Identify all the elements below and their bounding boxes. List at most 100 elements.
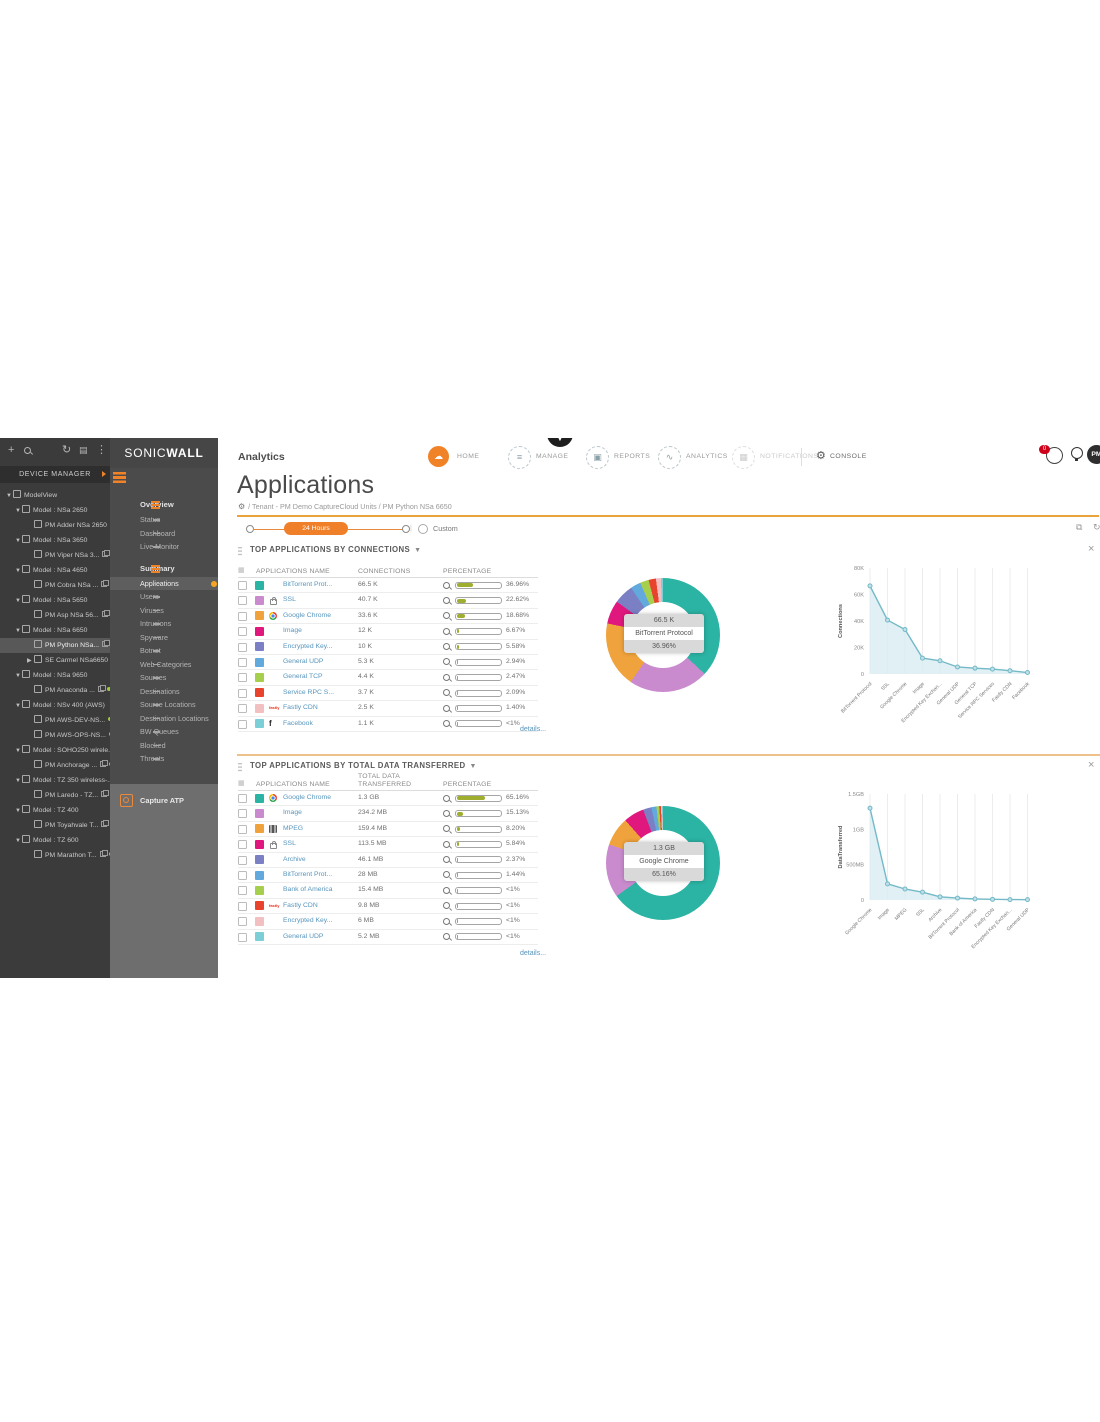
section-title[interactable]: TOP APPLICATIONS BY TOTAL DATA TRANSFERR…	[250, 761, 477, 770]
data-donut-chart[interactable]: 1.3 GB Google Chrome 65.16%	[606, 806, 720, 920]
row-checkbox[interactable]	[238, 901, 247, 911]
tab-console[interactable]: CONSOLE	[830, 453, 867, 460]
sidebar-item-applications[interactable]: Applications	[110, 576, 218, 590]
app-name-link[interactable]: Google Chrome	[283, 794, 331, 801]
app-name-link[interactable]: BitTorrent Prot...	[283, 870, 333, 878]
tab-reports[interactable]: REPORTS	[614, 453, 651, 460]
tree-item[interactable]: ▼ Model : TZ 350 wireless-...	[0, 773, 113, 788]
export-icon[interactable]: ⧉	[1076, 522, 1083, 532]
row-checkbox[interactable]	[238, 809, 247, 819]
sidebar-item-sources[interactable]: Sources	[110, 671, 218, 685]
app-name-link[interactable]: BitTorrent Prot...	[283, 581, 333, 588]
nav-group-summary[interactable]: Summary	[110, 560, 218, 577]
app-name-link[interactable]: Encrypted Key...	[283, 917, 333, 925]
nav-group-overview[interactable]: Overview	[110, 496, 218, 513]
sidebar-item-blocked[interactable]: Blocked	[110, 739, 218, 753]
magnifier-icon[interactable]	[443, 917, 450, 925]
col-header-percentage[interactable]: PERCENTAGE	[443, 780, 492, 788]
drag-handle-icon[interactable]	[238, 546, 242, 556]
tab-manage[interactable]: MANAGE	[536, 453, 569, 460]
tab-notifications-icon[interactable]: ▦	[732, 446, 755, 469]
col-header-value[interactable]: CONNECTIONS	[358, 567, 411, 575]
magnifier-icon[interactable]	[443, 704, 450, 712]
tree-item[interactable]: ▼ Model : NSa 4650	[0, 563, 110, 578]
magnifier-icon[interactable]	[443, 612, 450, 620]
collapse-icon[interactable]: ▶	[27, 658, 32, 664]
sidebar-item-capture-atp[interactable]: Capture ATP	[110, 784, 218, 978]
sidebar-item-status[interactable]: Status	[140, 515, 161, 524]
app-name-link[interactable]: Fastly CDN	[283, 704, 318, 712]
tree-item[interactable]: PM Toyahvale T...	[0, 818, 115, 833]
select-all-icon[interactable]: ▦	[238, 567, 245, 574]
col-header-value[interactable]: TOTAL DATA TRANSFERRED	[358, 773, 412, 788]
tree-item[interactable]: ▼ Model : NSa 6650	[0, 623, 110, 638]
details-link[interactable]: details...	[520, 950, 547, 957]
expand-icon[interactable]: ▼	[15, 598, 21, 604]
tab-home[interactable]: HOME	[457, 453, 480, 460]
tree-item[interactable]: PM Laredo - TZ...	[0, 788, 115, 803]
refresh-icon[interactable]: ↻	[1093, 522, 1100, 532]
device-manager-header[interactable]: DEVICE MANAGER	[0, 466, 110, 483]
row-checkbox[interactable]	[238, 794, 247, 803]
tab-home-icon[interactable]: ☁	[428, 446, 449, 467]
expand-icon[interactable]: ▼	[15, 538, 21, 544]
select-all-icon[interactable]: ▦	[238, 780, 245, 787]
row-checkbox[interactable]	[238, 642, 247, 652]
row-checkbox[interactable]	[238, 719, 247, 729]
magnifier-icon[interactable]	[443, 689, 450, 697]
tree-item[interactable]: ▼ Model : NSv 400 (AWS)	[0, 698, 110, 713]
app-name-link[interactable]: Facebook	[283, 719, 313, 727]
row-checkbox[interactable]	[238, 581, 247, 590]
app-name-link[interactable]: MPEG	[283, 824, 304, 832]
magnifier-icon[interactable]	[443, 809, 450, 817]
magnifier-icon[interactable]	[443, 720, 450, 728]
tree-item[interactable]: PM Python NSa...	[0, 638, 116, 653]
app-name-link[interactable]: Archive	[283, 855, 306, 863]
col-header-name[interactable]: APPLICATIONS NAME	[256, 567, 330, 575]
tab-analytics-icon[interactable]: ∿	[658, 446, 681, 469]
sidebar-item-destination-locations[interactable]: Destination Locations	[140, 713, 209, 723]
sidebar-item-viruses[interactable]: Viruses	[140, 605, 164, 615]
tree-item[interactable]: ▼ Model : NSa 5650	[0, 593, 110, 608]
refresh-icon[interactable]: ↻	[62, 444, 72, 456]
magnifier-icon[interactable]	[443, 627, 450, 635]
search-icon[interactable]	[24, 445, 33, 457]
sidebar-item-intrusions[interactable]: Intrusions	[110, 617, 218, 631]
tree-item[interactable]: ▼ Model : NSa 2650	[0, 503, 110, 518]
row-checkbox[interactable]	[238, 627, 247, 637]
nav-collapse-tab[interactable]: ▼	[547, 438, 573, 447]
col-header-percentage[interactable]: PERCENTAGE	[443, 567, 492, 575]
magnifier-icon[interactable]	[443, 933, 450, 941]
magnifier-icon[interactable]	[443, 825, 450, 833]
console-gear-icon[interactable]: ⚙	[816, 450, 826, 462]
app-name-link[interactable]: General TCP	[283, 673, 323, 681]
magnifier-icon[interactable]	[443, 902, 450, 910]
close-icon[interactable]: ×	[1088, 759, 1095, 771]
row-checkbox[interactable]	[238, 688, 247, 698]
sidebar-item-destinations[interactable]: Destinations	[110, 685, 218, 699]
magnifier-icon[interactable]	[443, 886, 450, 894]
sidebar-item-live-monitor[interactable]: Live Monitor	[140, 542, 180, 551]
app-name-link[interactable]: Google Chrome	[283, 611, 331, 619]
sidebar-item-botnet[interactable]: Botnet	[140, 646, 161, 655]
expand-icon[interactable]: ▼	[15, 568, 21, 574]
app-name-link[interactable]: General UDP	[283, 657, 324, 665]
app-name-link[interactable]: SSL	[283, 596, 296, 604]
magnifier-icon[interactable]	[443, 856, 450, 864]
close-icon[interactable]: ×	[1088, 543, 1095, 555]
expand-icon[interactable]: ▼	[15, 703, 21, 709]
sidebar-item-threats[interactable]: Threats	[110, 752, 218, 766]
app-name-link[interactable]: Image	[283, 809, 302, 817]
tab-notifications[interactable]: NOTIFICATIONS	[760, 453, 819, 460]
col-header-name[interactable]: APPLICATIONS NAME	[256, 780, 330, 788]
row-checkbox[interactable]	[238, 917, 247, 927]
app-name-link[interactable]: Image	[283, 627, 302, 635]
tree-item[interactable]: PM Asp NSa 56...	[0, 608, 115, 623]
expand-icon[interactable]: ▼	[15, 508, 21, 514]
magnifier-icon[interactable]	[443, 794, 450, 802]
alerts-icon[interactable]: 0	[1039, 445, 1063, 464]
app-name-link[interactable]: General UDP	[283, 932, 324, 940]
row-checkbox[interactable]	[238, 673, 247, 683]
tree-item[interactable]: PM AWS-OPS-NS...	[0, 728, 113, 743]
tree-item[interactable]: ▶ SE Carmel NSa6650	[0, 653, 116, 668]
